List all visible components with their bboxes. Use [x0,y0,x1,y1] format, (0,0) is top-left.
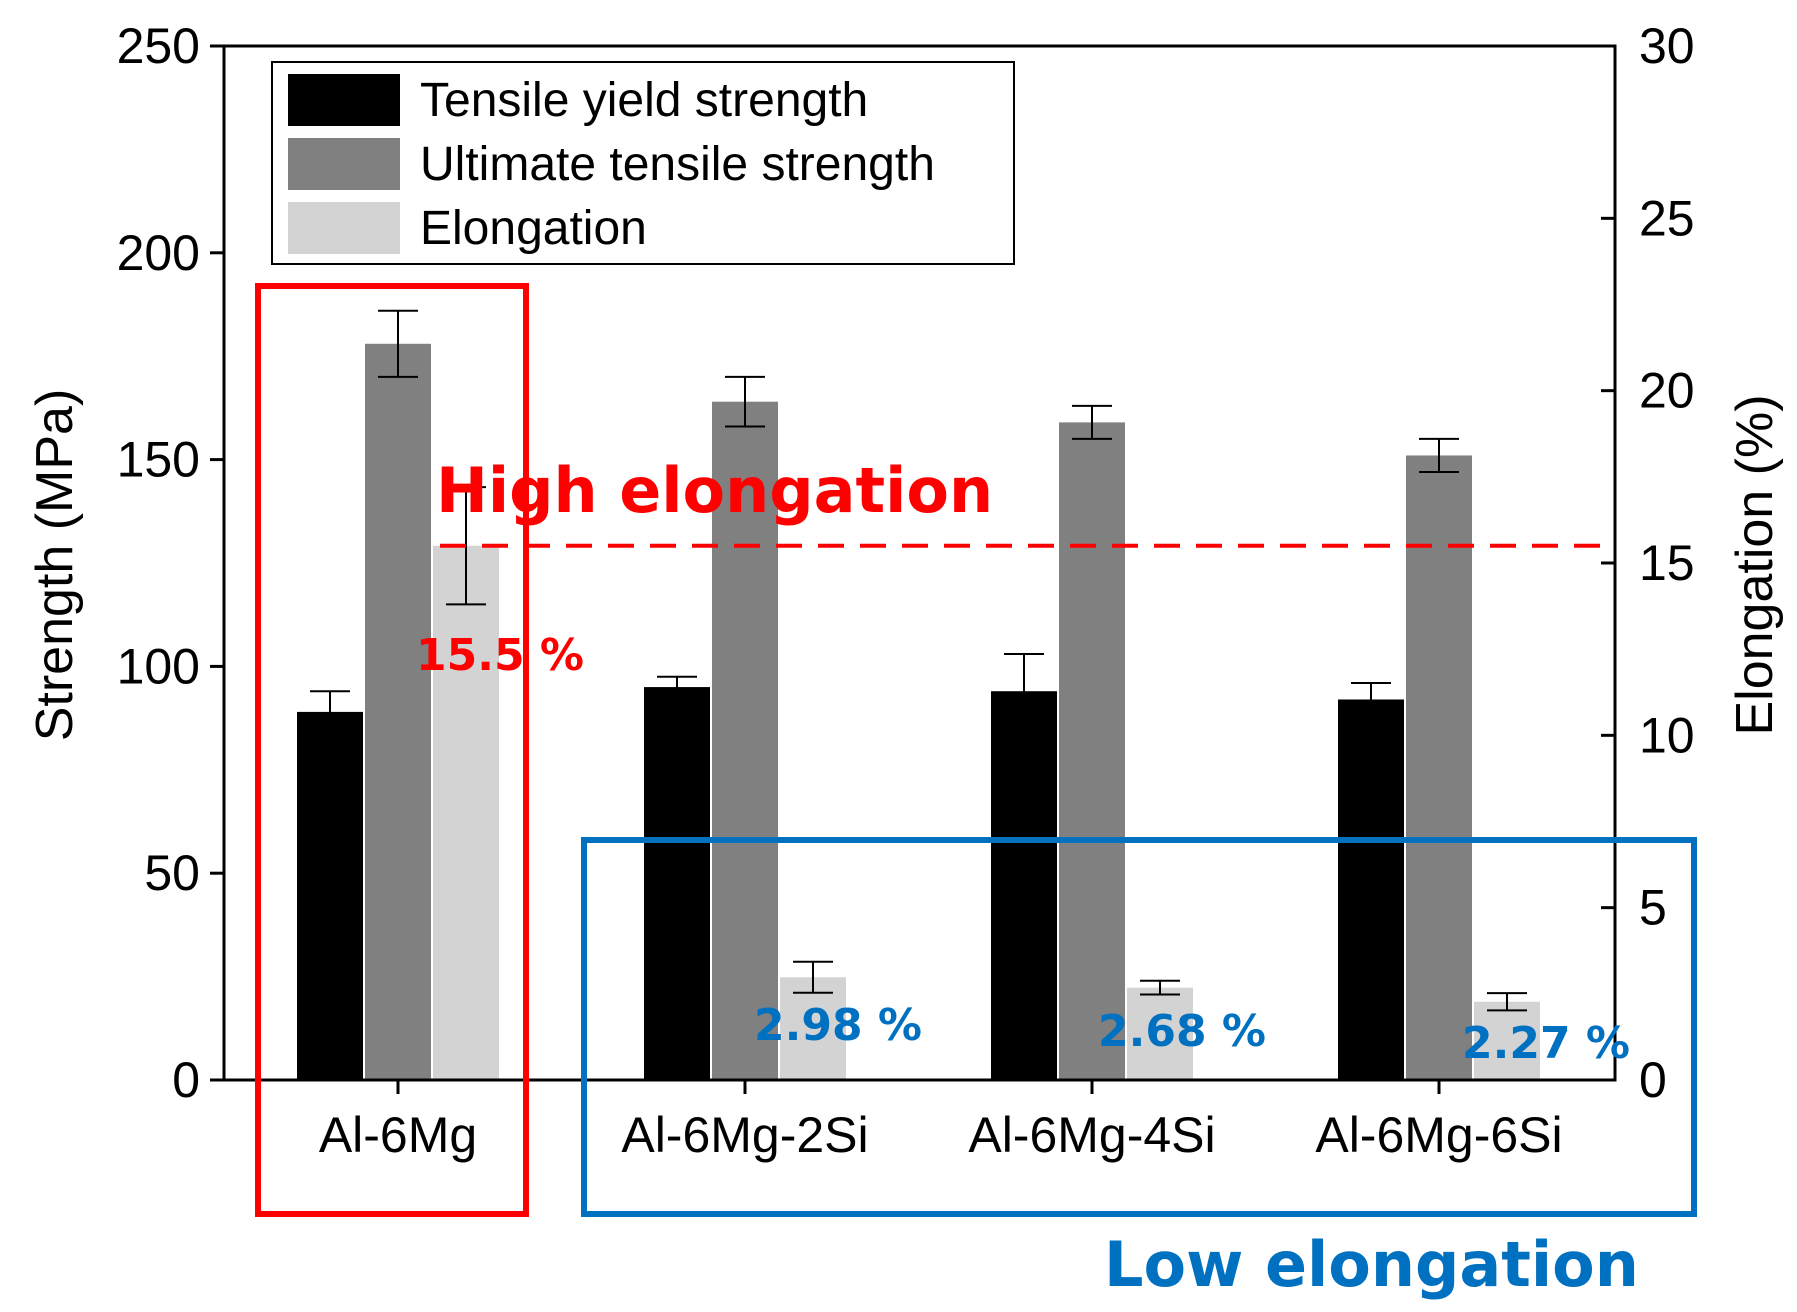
y-tick-label: 250 [117,18,200,74]
low-elongation-annotation: Low elongation [1104,1228,1639,1301]
bar-yield-3 [991,691,1057,1080]
y-right-tick-label: 15 [1639,535,1695,591]
y-right-tick-label: 20 [1639,363,1695,419]
high-elongation-annotation: High elongation [436,454,993,527]
x-tick-label-3: Al-6Mg-4Si [968,1107,1215,1163]
y-axis-right-title: Elongation (%) [1726,394,1784,735]
bar-elongation-1 [433,545,499,1080]
y-axis-title: Strength (MPa) [26,389,84,742]
bar-elongation-3 [1127,987,1193,1080]
y-tick-label: 200 [117,225,200,281]
elongation-value-label-3: 2.68 % [1098,1006,1266,1057]
x-tick-label-1: Al-6Mg [319,1107,477,1163]
bar-yield-4 [1338,699,1404,1080]
y-tick-label: 50 [144,845,200,901]
y-right-tick-label: 5 [1639,880,1667,936]
legend-swatch-yield [288,74,400,126]
bar-uts-4 [1406,455,1472,1080]
legend-label-elongation: Elongation [420,202,647,255]
elongation-value-label-2: 2.98 % [754,1000,922,1051]
errorbars-layer [310,309,1527,1012]
y-right-tick-label: 0 [1639,1052,1667,1108]
elongation-value-label-1: 15.5 % [416,630,584,681]
x-tick-label-2: Al-6Mg-2Si [621,1107,868,1163]
bar-uts-2 [712,401,778,1080]
legend-label-uts: Ultimate tensile strength [420,138,935,191]
bar-uts-1 [365,343,431,1080]
value-labels-layer: 15.5 % 2.98 % 2.68 % 2.27 % [416,630,1630,1069]
category-labels-layer: Al-6Mg Al-6Mg-2Si Al-6Mg-4Si Al-6Mg-6Si [319,1107,1563,1163]
bar-uts-3 [1059,422,1125,1081]
legend-swatch-uts [288,138,400,190]
bar-elongation-4 [1474,1001,1540,1080]
ticks-layer: 0 50 100 150 200 250 0 5 10 15 20 25 30 [117,18,1695,1108]
y-tick-label: 0 [172,1052,200,1108]
y-tick-label: 100 [117,638,200,694]
bar-elongation-2 [780,977,846,1080]
y-right-tick-label: 30 [1639,18,1695,74]
elongation-value-label-4: 2.27 % [1462,1018,1630,1069]
bars-layer [297,343,1540,1081]
x-tick-label-4: Al-6Mg-6Si [1315,1107,1562,1163]
y-tick-label: 150 [117,432,200,488]
low-elongation-box [581,837,1697,1217]
legend-swatch-elongation [288,202,400,254]
high-elongation-box [255,283,529,1217]
legend: Tensile yield strength Ultimate tensile … [271,61,1015,265]
bar-yield-2 [644,687,710,1080]
legend-label-yield: Tensile yield strength [420,74,868,127]
y-right-tick-label: 10 [1639,707,1695,763]
bar-yield-1 [297,711,363,1080]
y-right-tick-label: 25 [1639,190,1695,246]
